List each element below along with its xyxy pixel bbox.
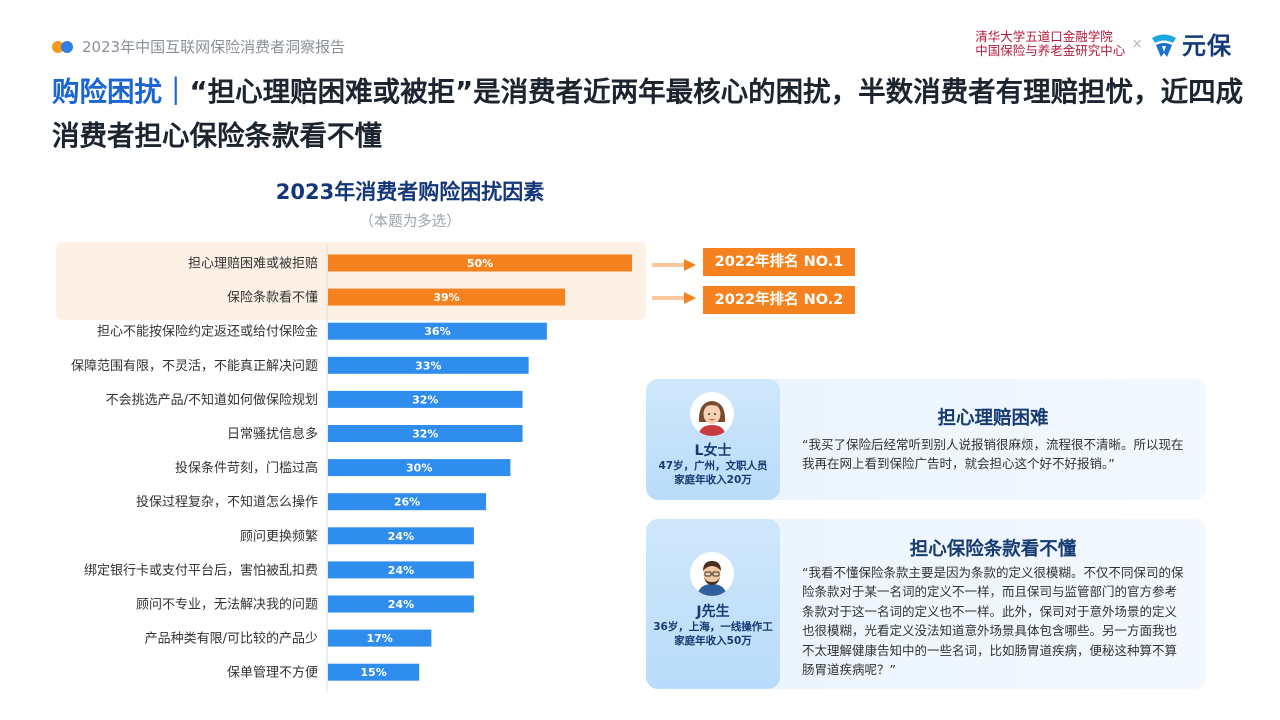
- partner-logos: 清华大学五道口金融学院 中国保险与养老金研究中心 × 元保: [975, 26, 1232, 61]
- card-title: 担心保险条款看不懂: [909, 539, 1077, 560]
- value-label: 30%: [406, 462, 432, 475]
- quote-card-terms: J先生 36岁，上海，一线操作工 家庭年收入50万 担心保险条款看不懂 “我看不…: [646, 519, 1206, 689]
- man-avatar-icon: [690, 552, 734, 596]
- yuanbao-logo-icon: [1152, 34, 1176, 57]
- report-title: 2023年中国互联网保险消费者洞察报告: [82, 38, 346, 56]
- persona-info-line2: 家庭年收入50万: [674, 635, 752, 647]
- value-label: 50%: [467, 257, 493, 270]
- category-label: 绑定银行卡或支付平台后，害怕被乱扣费: [84, 562, 318, 578]
- category-label: 顾问更换频繁: [240, 528, 318, 544]
- bar: [328, 493, 487, 511]
- chart-subtitle: （本题为多选）: [359, 214, 461, 230]
- card-quote: “我看不懂保险条款主要是因为条款的定义很模糊。不仅不同保司的保险条款对于某一名词…: [802, 565, 1184, 678]
- bar: [328, 595, 474, 613]
- category-label: 不会挑选产品/不知道如何做保险规划: [106, 392, 318, 408]
- brand-name: 元保: [1182, 32, 1232, 60]
- value-label: 24%: [388, 564, 414, 577]
- bar: [328, 390, 523, 408]
- persona-panel: J先生 36岁，上海，一线操作工 家庭年收入50万: [646, 519, 780, 689]
- category-label: 产品种类有限/可比较的产品少: [145, 631, 318, 647]
- card-title: 担心理赔困难: [937, 408, 1049, 429]
- bar: [328, 254, 632, 272]
- value-label: 24%: [388, 530, 414, 543]
- category-label: 保障范围有限，不灵活，不能真正解决问题: [71, 359, 318, 374]
- category-label: 保险条款看不懂: [227, 290, 318, 306]
- woman-avatar-icon: [690, 392, 734, 436]
- persona-panel: L女士 47岁，广州，文职人员 家庭年收入20万: [646, 379, 780, 500]
- category-label: 日常骚扰信息多: [227, 426, 318, 442]
- value-label: 24%: [388, 598, 414, 611]
- bar: [328, 561, 474, 579]
- partner-name-line1: 清华大学五道口金融学院: [975, 28, 1113, 44]
- value-label: 36%: [424, 325, 450, 338]
- persona-name: J先生: [696, 604, 730, 620]
- bar: [328, 459, 511, 477]
- bar: [328, 322, 547, 340]
- bar: [328, 663, 420, 681]
- category-label: 保单管理不方便: [227, 665, 318, 681]
- partner-name-line2: 中国保险与养老金研究中心: [975, 42, 1126, 58]
- quote-card-claims: L女士 47岁，广州，文职人员 家庭年收入20万 担心理赔困难 “我买了保险后经…: [646, 379, 1206, 500]
- bar-chart: 担心理赔困难或被拒赔 50% 保险条款看不懂 39% 担心不能按保险约定返还或给付保险金…: [71, 244, 632, 692]
- report-tag: 2023年中国互联网保险消费者洞察报告: [52, 36, 345, 57]
- bar: [328, 288, 566, 306]
- bar: [328, 629, 432, 647]
- value-label: 17%: [367, 632, 393, 645]
- rank-badge-2022-no1: 2022年排名 NO.1: [703, 248, 855, 276]
- page-headline: 购险困扰｜“担心理赔困难或被拒”是消费者近两年最核心的困扰，半数消费者有理赔担忧…: [52, 70, 1262, 158]
- arrow-right-icon: [652, 259, 696, 271]
- persona-name: L女士: [694, 443, 732, 459]
- value-label: 33%: [415, 359, 441, 372]
- bar: [328, 356, 529, 374]
- card-quote: “我买了保险后经常听到别人说报销很麻烦，流程很不清晰。所以现在我再在网上看到保险…: [802, 437, 1184, 472]
- arrow-right-icon: [652, 292, 696, 304]
- headline-tag: 购险困扰｜: [52, 76, 190, 108]
- bar: [328, 527, 474, 545]
- logo-separator: ×: [1131, 35, 1143, 52]
- category-label: 顾问不专业，无法解决我的问题: [136, 597, 318, 613]
- chart-title: 2023年消费者购险困扰因素: [275, 180, 545, 204]
- category-label: 投保过程复杂，不知道怎么操作: [136, 494, 318, 510]
- value-label: 26%: [394, 496, 420, 509]
- brand-dots-icon: [52, 40, 76, 53]
- persona-info-line2: 家庭年收入20万: [674, 474, 752, 486]
- partner-logo: 清华大学五道口金融学院 中国保险与养老金研究中心: [975, 28, 1126, 58]
- value-label: 32%: [412, 428, 438, 441]
- value-label: 32%: [412, 393, 438, 406]
- persona-info-line1: 36岁，上海，一线操作工: [653, 621, 773, 633]
- persona-info-line1: 47岁，广州，文职人员: [658, 460, 768, 472]
- headline-text: “担心理赔困难或被拒”是消费者近两年最核心的困扰，半数消费者有理赔担忧，近四成消…: [52, 76, 1244, 152]
- value-label: 39%: [433, 291, 459, 304]
- category-label: 担心不能按保险约定返还或给付保险金: [97, 324, 318, 340]
- category-label: 担心理赔困难或被拒赔: [188, 257, 318, 272]
- value-label: 15%: [360, 666, 386, 679]
- category-label: 投保条件苛刻，门槛过高: [175, 460, 318, 476]
- bar: [328, 425, 523, 442]
- rank-badge-2022-no2: 2022年排名 NO.2: [703, 286, 855, 314]
